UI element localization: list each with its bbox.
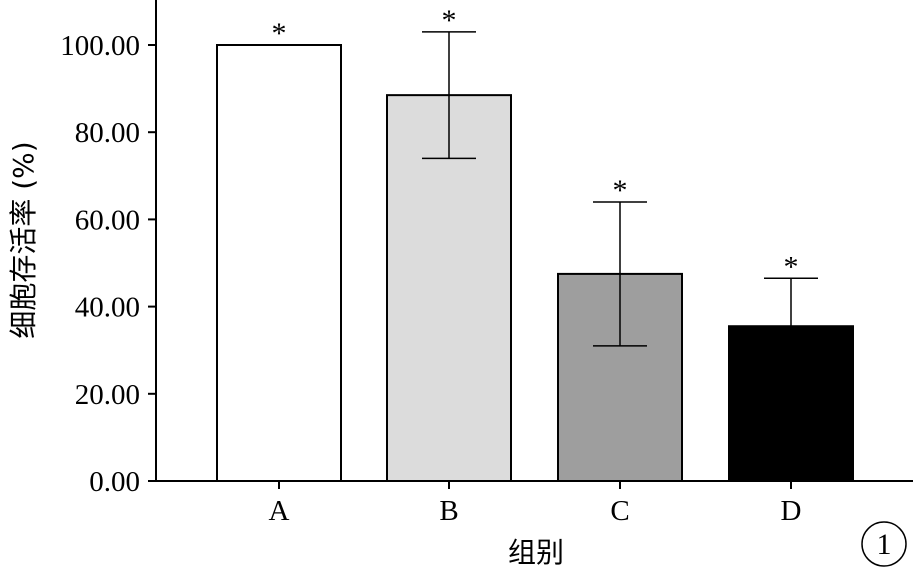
y-tick-label: 20.00 (75, 379, 140, 411)
significance-star: * (272, 17, 287, 50)
panel-number-circle (861, 521, 907, 567)
y-tick-label: 40.00 (75, 292, 140, 324)
bars (216, 44, 854, 482)
y-axis-title: 细胞存活率 (%) (7, 141, 40, 338)
x-axis-title: 组别 (508, 536, 564, 568)
panel-number: 1 (861, 521, 907, 567)
x-tick-label: D (781, 495, 802, 527)
y-tick-label: 60.00 (75, 204, 140, 236)
significance-markers: * * * * (272, 4, 799, 283)
y-tick-label: 80.00 (75, 117, 140, 149)
significance-star: * (784, 250, 799, 283)
x-tick-label: C (610, 495, 629, 527)
significance-star: * (613, 174, 628, 207)
significance-star: * (442, 4, 457, 37)
bar-B (386, 94, 512, 482)
bar-A (216, 44, 342, 482)
x-tick-label: A (269, 495, 290, 527)
panel-number-label: 1 (877, 528, 892, 561)
y-tick-label: 0.00 (89, 466, 140, 498)
x-tick-label: B (439, 495, 458, 527)
y-tick-label: 100.00 (60, 30, 140, 62)
x-axis: A B C D (156, 480, 913, 527)
y-axis: 0.00 20.00 40.00 60.00 80.00 100.00 (60, 0, 157, 498)
error-bars (252, 31, 818, 375)
